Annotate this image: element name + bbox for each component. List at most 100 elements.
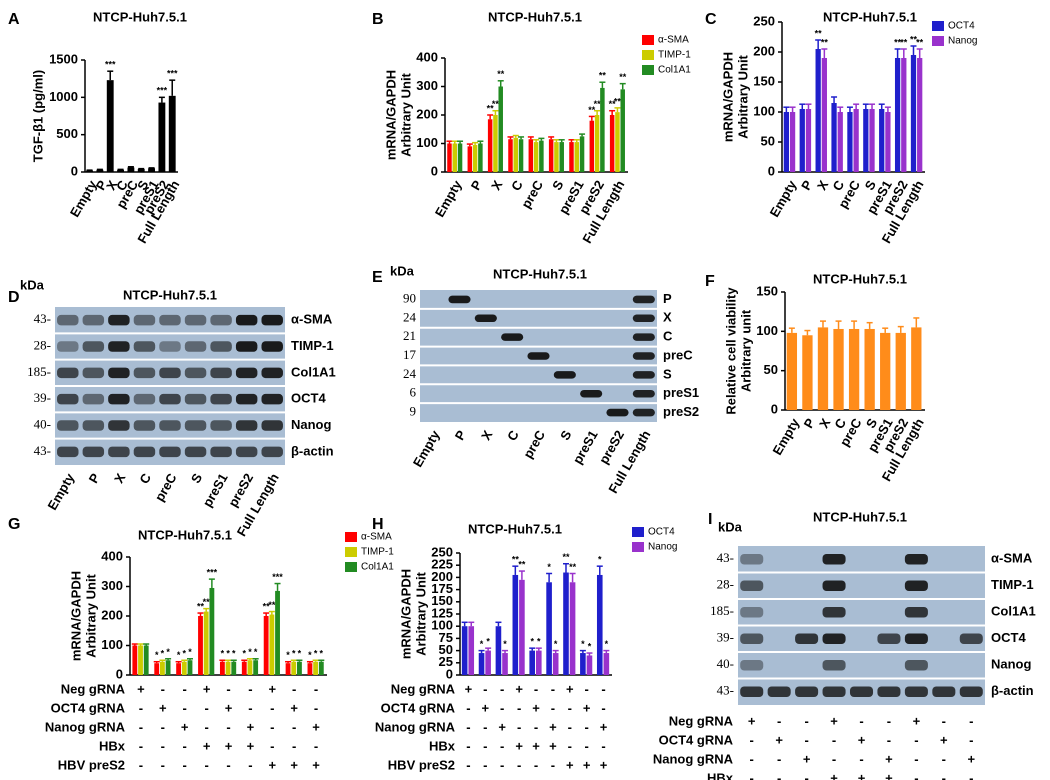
y-tick-label: 300 [416,78,438,93]
band [108,446,130,458]
bar [318,661,324,675]
condition-mark: + [549,719,557,734]
condition-mark: - [139,738,143,753]
band [261,420,283,431]
bar [519,579,525,675]
condition-mark: - [248,757,252,772]
bar [853,109,859,172]
y-axis-label: mRNA/GAPDH [720,52,735,142]
band [740,606,764,618]
condition-mark: - [914,751,918,766]
condition-mark: - [161,757,165,772]
bar [864,328,875,410]
y-tick-label: 150 [431,593,453,608]
significance: * [314,649,318,659]
band [632,333,655,341]
legend-swatch [932,21,944,31]
band [57,393,79,405]
y-axis-label: mRNA/GAPDH [398,569,413,659]
band [108,314,130,326]
condition-mark: - [270,738,274,753]
condition-mark: + [967,751,975,766]
legend-label: OCT4 [648,527,675,538]
size-label: 9 [410,404,417,419]
bar [528,139,534,172]
bar [589,120,595,172]
significance: * [166,647,170,657]
condition-mark: + [830,713,838,728]
row-label: β-actin [291,443,334,458]
significance: ** [609,99,617,109]
chart-title: NTCP-Huh7.5.1 [813,509,907,524]
legend-swatch [642,50,654,60]
bar [285,663,291,675]
bar [596,574,603,675]
condition-mark: + [290,757,298,772]
condition-mark: - [500,757,504,772]
lane-label: preC [520,427,548,461]
bar [548,139,554,172]
condition-mark: + [913,713,921,728]
y-tick-label: 400 [416,49,438,64]
bar [805,109,812,172]
condition-mark: - [292,719,296,734]
bar [910,55,917,172]
legend-swatch [642,65,654,75]
bar [580,653,586,675]
bar [461,626,468,675]
y-tick-label: 100 [416,135,438,150]
bar [148,168,155,172]
panel-letter: E [372,269,383,286]
condition-label: Neg gRNA [391,681,456,696]
condition-mark: - [204,757,208,772]
band [877,633,901,645]
significance: * [188,647,192,657]
y-axis-label: mRNA/GAPDH [68,571,83,661]
condition-mark: - [483,757,487,772]
y-axis-label: Relative cell viability [723,287,738,415]
band [235,393,258,405]
bar [563,572,569,675]
band [184,446,207,458]
condition-mark: + [203,738,211,753]
x-tick-label: preC [518,177,546,211]
bar [493,115,498,172]
chart-title: NTCP-Huh7.5.1 [488,9,582,24]
bar [158,102,166,172]
row-label: Nanog [991,657,1032,672]
band [632,371,655,379]
band [210,341,232,352]
bar [478,143,483,172]
bar [894,58,901,172]
condition-mark: + [858,770,866,780]
legend-swatch [932,36,944,46]
bar [609,115,615,172]
condition-mark: + [858,732,866,747]
chart-title: NTCP-Huh7.5.1 [493,266,587,281]
legend-label: Nanog [648,542,677,553]
bar [895,332,906,410]
band [632,352,655,360]
bar [533,142,539,172]
size-label: 185- [710,603,734,618]
bar [901,58,907,172]
condition-mark: - [183,738,187,753]
significance: * [155,650,159,660]
significance: ** [815,28,823,38]
bar [569,582,576,675]
chart-title: NTCP-Huh7.5.1 [468,521,562,536]
significance: ** [619,72,627,82]
bar [799,109,805,172]
condition-mark: - [534,757,538,772]
band [235,446,258,458]
condition-mark: - [750,770,754,780]
bar [498,86,503,172]
significance: * [221,649,225,659]
band [959,633,983,645]
condition-label: HBV preS2 [388,757,455,772]
condition-mark: - [466,738,470,753]
band [606,408,629,417]
row-label: Nanog [291,417,332,432]
band [159,341,181,352]
bar [831,103,837,172]
